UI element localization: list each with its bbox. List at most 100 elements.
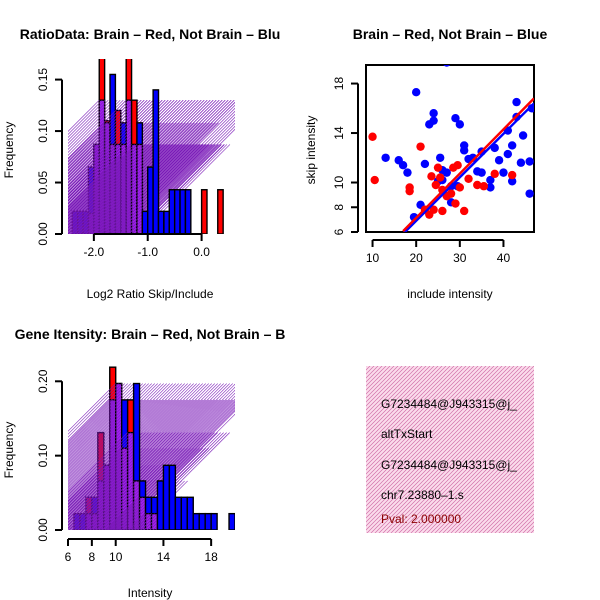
intensity-scatter-point-brain [405,186,414,196]
intensity-scatter-point-brain [451,199,460,208]
intensity-scatter-point-not-brain [403,168,412,177]
intensity-scatter-point-not-brain [429,116,438,125]
intensity-scatter-point-not-brain [486,175,495,185]
intensity-scatter-x-tick-label: 10 [366,251,380,265]
intensity-scatter-point-brain [446,189,456,198]
ratio-histogram-ylabel: Frequency [2,122,16,179]
intensity-scatter-y-tick-label: 10 [332,176,346,190]
gene-intensity-histogram-bar-not-brain [174,496,183,530]
intensity-scatter-point-not-brain [429,109,438,118]
ratio-histogram-bar-not-brain [163,210,170,234]
intensity-scatter-point-brain [429,205,438,214]
intensity-scatter-x-tick-label: 40 [497,251,511,265]
intensity-scatter-point-brain [453,161,462,170]
intensity-scatter-point-not-brain [398,161,408,170]
intensity-scatter-point-not-brain [507,141,517,150]
intensity-scatter-y-tick-label: 8 [332,204,346,211]
ratio-histogram-bar-not-brain [184,189,192,234]
intensity-scatter-point-not-brain [516,158,526,167]
gene-intensity-histogram-bar-overlap-hatch [68,383,235,530]
ratio-histogram-y-tick-label: 0.00 [36,222,50,246]
intensity-scatter-y-tick-label: 6 [332,228,346,235]
intensity-scatter-point-not-brain [525,157,534,166]
ratio-histogram-y-tick-label: 0.10 [36,119,50,143]
gene-intensity-histogram-xlabel: Intensity [128,586,173,600]
intensity-scatter-point-not-brain [435,153,445,162]
intensity-scatter-y-tick-label: 18 [332,77,346,91]
intensity-scatter-point-brain [490,169,499,179]
ratio-histogram-title: RatioData: Brain – Red, Not Brain – Blu [20,26,281,42]
intensity-scatter-point-not-brain [525,189,534,198]
intensity-scatter-point-brain [431,180,441,190]
info-line-id: G7234484@J943315@j_ [381,397,517,411]
gene-intensity-histogram-x-tick-label: 18 [204,550,218,564]
ratio-histogram-bar-not-brain [141,210,149,234]
ratio-histogram-bar-not-brain [147,166,154,234]
gene-intensity-histogram-y-tick-label: 0.20 [36,369,50,393]
ratio-histogram-y-tick-label: 0.15 [36,68,50,92]
intensity-scatter-point-brain [507,170,517,180]
gene-intensity-histogram-title: Gene Itensity: Brain – Red, Not Brain – … [15,326,286,342]
intensity-scatter-point-not-brain [459,146,469,155]
intensity-scatter-point-not-brain [499,168,508,177]
info-line-id-2: G7234484@J943315@j_ [381,458,517,472]
intensity-scatter-point-brain [427,172,436,181]
ratio-histogram-bar-not-brain [168,189,176,234]
intensity-scatter-point-not-brain [512,97,521,107]
intensity-scatter-xlabel: include intensity [407,287,492,301]
intensity-scatter-point-brain [368,132,377,141]
ratio-histogram-y-tick-label: 0.05 [36,171,50,195]
intensity-scatter-point-not-brain [411,88,421,97]
intensity-scatter-point-brain [479,182,489,191]
ratio-histogram-x-tick-label: 0.0 [193,245,210,259]
info-line-location: chr7.23880–1.s [381,488,464,502]
gene-intensity-histogram-bar-not-brain [162,464,171,530]
intensity-scatter-title: Brain – Red, Not Brain – Blue [353,26,548,42]
intensity-scatter-point-not-brain [455,120,465,129]
gene-intensity-histogram-x-tick-label: 8 [89,550,96,564]
intensity-scatter-point-brain [464,174,473,184]
intensity-scatter-y-tick-label: 14 [332,126,346,140]
ratio-histogram-bar-not-brain [152,89,160,234]
gene-intensity-histogram-y-tick-label: 0.00 [36,518,50,542]
info-panel-hatch [366,366,534,533]
intensity-scatter-point-not-brain [507,177,517,186]
gene-intensity-histogram-bar-not-brain [156,480,165,530]
gene-intensity-histogram: Gene Itensity: Brain – Red, Not Brain – … [2,326,286,600]
intensity-scatter-x-tick-label: 20 [410,251,424,265]
intensity-scatter-point-not-brain [477,168,486,177]
ratio-histogram-bar-brain [217,189,224,234]
gene-intensity-histogram-bar-not-brain [204,512,212,530]
ratio-histogram-bar-not-brain [157,210,165,234]
gene-intensity-histogram-y-tick-label: 0.10 [36,444,50,468]
ratio-histogram-bar-not-brain [179,189,187,234]
gene-intensity-histogram-x-tick-label: 6 [65,550,72,564]
ratio-histogram: RatioData: Brain – Red, Not Brain – Blu … [2,26,281,301]
ratio-histogram-bar-brain [200,189,208,234]
intensity-scatter-point-not-brain [420,159,430,169]
intensity-scatter-point-not-brain [451,113,460,123]
intensity-scatter-x-tick-label: 30 [453,251,467,265]
info-pval: Pval: 2.000000 [381,512,461,526]
info-line-event: altTxStart [381,427,433,441]
intensity-scatter-point-not-brain [442,168,451,177]
gene-intensity-histogram-ylabel: Frequency [2,422,16,479]
intensity-scatter-point-not-brain [443,65,451,67]
intensity-scatter-ylabel: skip intensity [304,116,318,185]
intensity-scatter-frame [365,64,535,233]
intensity-scatter-point-brain [435,173,445,182]
intensity-scatter-point-brain [370,175,379,185]
intensity-scatter-fit-line-brain [402,97,534,232]
gene-intensity-histogram-bar-not-brain [228,512,235,530]
intensity-scatter-point-not-brain [503,149,513,159]
intensity-scatter: Brain – Red, Not Brain – Blue 10 20 30 40 6… [304,26,547,301]
gene-intensity-histogram-bar-not-brain [180,496,188,530]
gene-intensity-histogram-bar-not-brain [186,496,194,530]
ratio-histogram-x-tick-label: -2.0 [84,245,105,259]
intensity-scatter-fit-line-not-brain [403,102,534,232]
intensity-scatter-point-brain [416,142,425,151]
info-panel: G7234484@J943315@j_ altTxStart G7234484@… [366,366,534,533]
intensity-scatter-point-brain [473,180,482,190]
ratio-histogram-x-tick-label: -1.0 [137,245,158,259]
intensity-scatter-point-not-brain [486,183,495,192]
